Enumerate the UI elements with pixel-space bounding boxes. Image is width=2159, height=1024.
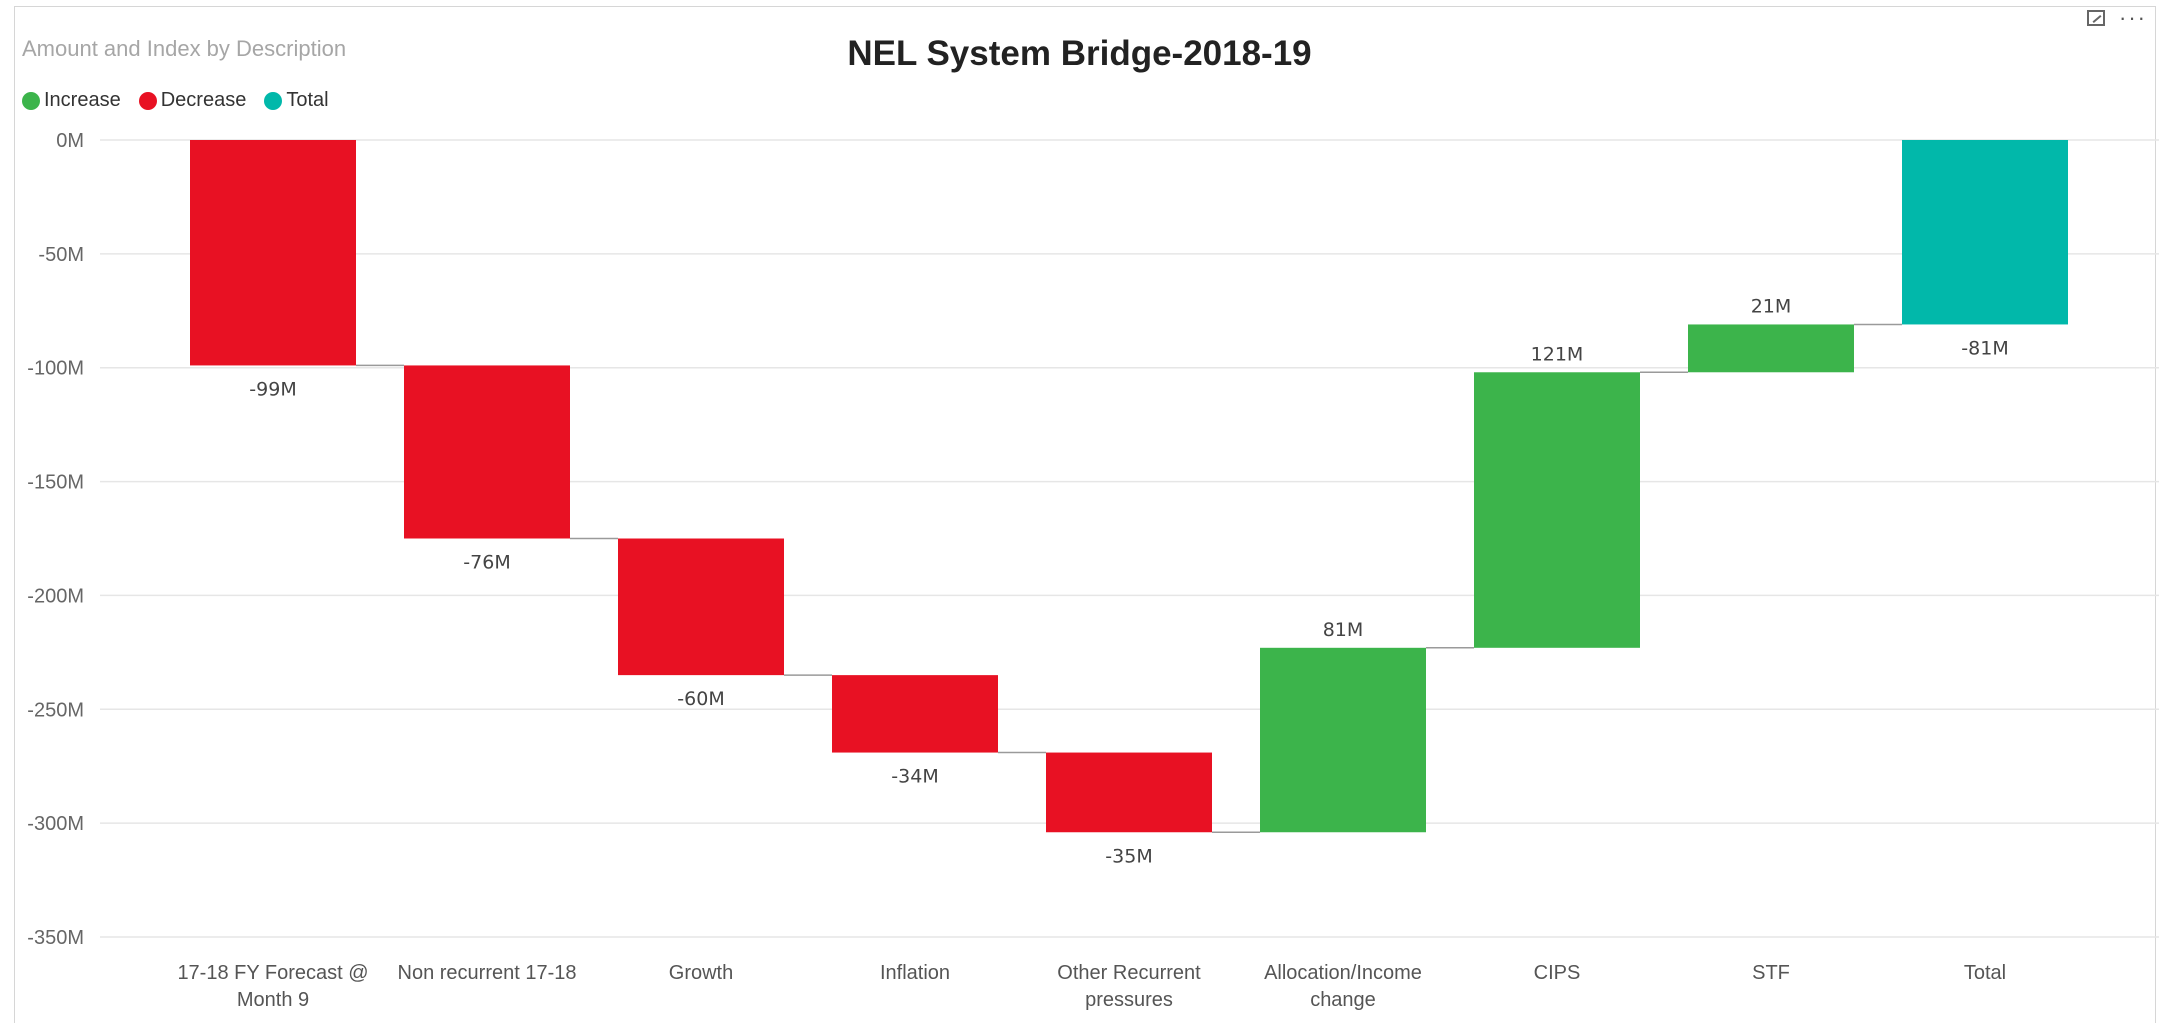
y-tick-label: -200M bbox=[27, 585, 84, 607]
y-tick-label: -350M bbox=[27, 927, 84, 949]
x-category-line: 17-18 FY Forecast @ bbox=[177, 962, 368, 984]
bar-decrease bbox=[832, 675, 998, 753]
legend-item-decrease[interactable]: Decrease bbox=[138, 89, 247, 112]
legend-dot-total bbox=[264, 91, 283, 110]
x-category-line: STF bbox=[1752, 962, 1790, 984]
visual-toolbar: ··· bbox=[2087, 5, 2147, 30]
chart-legend: Increase Decrease Total bbox=[22, 89, 329, 112]
bar-decrease bbox=[404, 365, 570, 539]
y-tick-label: -100M bbox=[27, 358, 84, 380]
x-category-line: CIPS bbox=[1534, 962, 1581, 984]
y-tick-label: 0M bbox=[56, 130, 84, 152]
legend-label-increase: Increase bbox=[44, 89, 121, 111]
y-tick-label: -50M bbox=[38, 244, 84, 266]
x-category-line: Inflation bbox=[880, 962, 950, 984]
data-label: -81M bbox=[1961, 337, 2008, 359]
data-label: -76M bbox=[463, 552, 510, 574]
x-category-label: CIPS bbox=[1534, 962, 1581, 984]
legend-item-total[interactable]: Total bbox=[264, 89, 329, 112]
legend-label-decrease: Decrease bbox=[160, 89, 247, 111]
legend-dot-increase bbox=[22, 91, 40, 110]
legend-dot-decrease bbox=[138, 91, 157, 110]
visual-subtitle: Amount and Index by Description bbox=[22, 36, 347, 61]
bar-decrease bbox=[1046, 752, 1212, 833]
x-category-line: Growth bbox=[669, 962, 733, 984]
bar-increase bbox=[1688, 324, 1854, 373]
x-category-line: Total bbox=[1964, 962, 2006, 984]
data-label: 81M bbox=[1323, 619, 1364, 641]
bar-decrease bbox=[190, 140, 356, 366]
x-category-label: Other Recurrent pressures bbox=[1057, 962, 1201, 1011]
visual-frame bbox=[14, 6, 2156, 1023]
data-label: -35M bbox=[1105, 845, 1152, 867]
x-category-label: Total bbox=[1964, 962, 2006, 984]
y-tick-label: -150M bbox=[27, 472, 84, 494]
data-label: -60M bbox=[677, 688, 724, 710]
chart-title: NEL System Bridge-2018-19 bbox=[847, 34, 1312, 73]
x-category-label: Growth bbox=[669, 962, 733, 984]
x-category-line: Non recurrent 17-18 bbox=[398, 962, 577, 984]
bar-increase bbox=[1260, 647, 1426, 833]
bar-increase bbox=[1474, 372, 1640, 648]
x-category-label: 17-18 FY Forecast @ Month 9 bbox=[177, 962, 368, 1011]
bar-total bbox=[1902, 140, 2068, 325]
x-category-label: STF bbox=[1752, 962, 1790, 984]
more-options-icon[interactable]: ··· bbox=[2119, 5, 2147, 30]
legend-item-increase[interactable]: Increase bbox=[22, 89, 121, 112]
x-category-line: change bbox=[1310, 989, 1376, 1011]
y-tick-label: -250M bbox=[27, 699, 84, 721]
data-label: 21M bbox=[1751, 295, 1792, 317]
x-category-label: Allocation/Income change bbox=[1264, 962, 1422, 1011]
x-category-line: pressures bbox=[1085, 989, 1173, 1011]
x-category-line: Other Recurrent bbox=[1057, 962, 1201, 984]
data-label: 121M bbox=[1531, 343, 1584, 365]
x-category-label: Non recurrent 17-18 bbox=[398, 962, 577, 984]
x-category-line: Allocation/Income bbox=[1264, 962, 1422, 984]
data-label: -34M bbox=[891, 766, 938, 788]
y-tick-label: -300M bbox=[27, 813, 84, 835]
focus-mode-icon[interactable] bbox=[2087, 10, 2106, 26]
x-category-label: Inflation bbox=[880, 962, 950, 984]
bar-decrease bbox=[618, 538, 784, 676]
data-label: -99M bbox=[249, 378, 296, 400]
x-category-line: Month 9 bbox=[237, 989, 309, 1011]
legend-label-total: Total bbox=[286, 89, 329, 111]
